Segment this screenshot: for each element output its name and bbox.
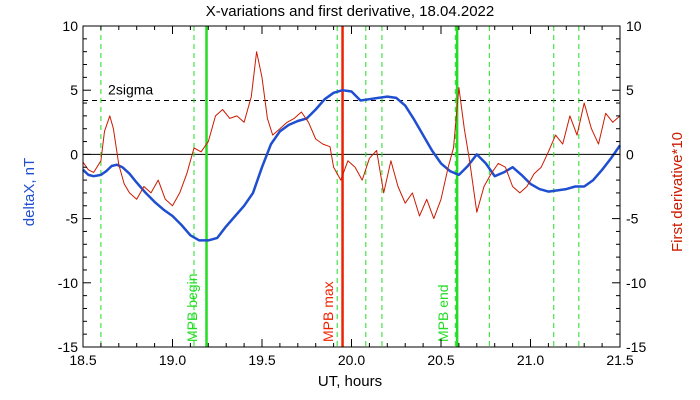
marker-label-0: MPB begin: [184, 274, 200, 342]
chart-title: X-variations and first derivative, 18.04…: [206, 3, 495, 20]
marker-label-1: MPB max: [320, 281, 336, 342]
y-tick-label-right-3: -5: [626, 211, 639, 227]
y-tick-label-left-2: 0: [70, 146, 78, 162]
marker-label-2: MPB end: [435, 284, 451, 342]
y-tick-label-left-5: -15: [58, 339, 78, 355]
y-tick-label-left-4: -10: [58, 275, 78, 291]
x-tick-label-4: 20.5: [427, 352, 454, 368]
x-tick-label-1: 19.0: [159, 352, 186, 368]
x-tick-label-5: 21.0: [517, 352, 544, 368]
y-tick-label-right-2: 0: [626, 146, 634, 162]
sigma-label: 2sigma: [108, 81, 153, 97]
x-axis-label: UT, hours: [318, 373, 382, 390]
y-axis-label-right: First derivative*10: [669, 132, 686, 252]
y-tick-label-right-0: 10: [626, 18, 642, 34]
derivative-line: [82, 51, 621, 220]
x-tick-label-0: 18.5: [69, 352, 96, 368]
y-tick-label-left-3: -5: [66, 211, 79, 227]
x-tick-label-2: 19.5: [248, 352, 275, 368]
y-tick-label-left-1: 5: [70, 82, 78, 98]
x-tick-label-3: 20.0: [338, 352, 365, 368]
y-tick-label-right-4: -10: [626, 275, 646, 291]
y-tick-label-left-0: 10: [62, 18, 78, 34]
x-tick-label-6: 21.5: [606, 352, 633, 368]
y-axis-label-left: deltaX, nT: [21, 158, 38, 226]
y-tick-label-right-5: -15: [626, 339, 646, 355]
deltaX-line: [82, 88, 622, 242]
y-tick-label-right-1: 5: [626, 82, 634, 98]
